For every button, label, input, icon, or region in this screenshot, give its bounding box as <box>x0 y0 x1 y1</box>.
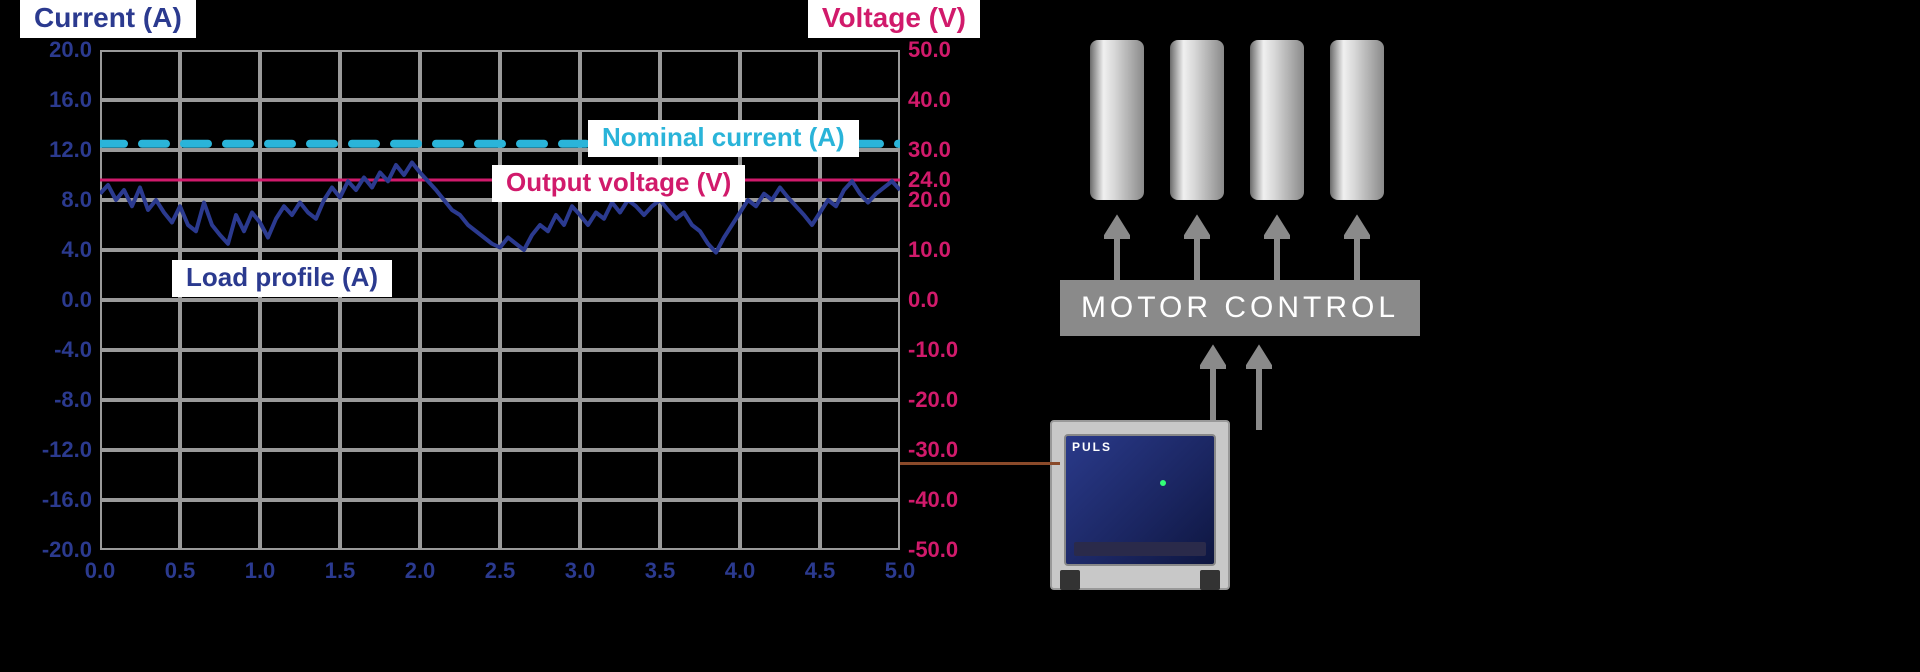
power-supply-unit: PULS <box>1050 420 1230 590</box>
x-tick-label: 1.0 <box>245 558 276 584</box>
chart-to-psu-link <box>900 462 1060 465</box>
y1-tick-label: 4.0 <box>61 237 92 263</box>
x-tick-label: 0.0 <box>85 558 116 584</box>
y1-tick-label: 12.0 <box>49 137 92 163</box>
output-voltage-label: Output voltage (V) <box>492 165 745 202</box>
y1-tick-label: -4.0 <box>54 337 92 363</box>
plot-area: 20.016.012.08.04.00.0-4.0-8.0-12.0-16.0-… <box>100 50 900 550</box>
y2-tick-label: 10.0 <box>908 237 951 263</box>
y1-tick-label: -8.0 <box>54 387 92 413</box>
motor-control-box: MOTOR CONTROL <box>1060 280 1420 336</box>
actuator-cylinder <box>1250 40 1304 200</box>
arrow-up-icon <box>1264 210 1290 280</box>
y2-tick-label: 40.0 <box>908 87 951 113</box>
arrow-up-icon <box>1246 340 1272 430</box>
y1-tick-label: 20.0 <box>49 37 92 63</box>
psu-brand-label: PULS <box>1072 440 1112 454</box>
y1-axis-title: Current (A) <box>20 0 196 38</box>
x-tick-label: 2.0 <box>405 558 436 584</box>
system-diagram: MOTOR CONTROL PULS <box>1010 40 1510 660</box>
y2-tick-label: -40.0 <box>908 487 958 513</box>
y2-axis-title: Voltage (V) <box>808 0 980 38</box>
actuator-cylinder <box>1330 40 1384 200</box>
arrow-up-icon <box>1344 210 1370 280</box>
y2-tick-label: -20.0 <box>908 387 958 413</box>
y2-tick-label: -10.0 <box>908 337 958 363</box>
chart: Current (A) Voltage (V) 20.016.012.08.04… <box>20 0 980 610</box>
y1-tick-label: -12.0 <box>42 437 92 463</box>
y1-tick-label: 16.0 <box>49 87 92 113</box>
actuator-cylinder <box>1090 40 1144 200</box>
x-tick-label: 5.0 <box>885 558 916 584</box>
x-tick-label: 3.0 <box>565 558 596 584</box>
y1-tick-label: 0.0 <box>61 287 92 313</box>
nominal-current-label: Nominal current (A) <box>588 120 859 157</box>
y2-tick-label: 50.0 <box>908 37 951 63</box>
y2-tick-label: 20.0 <box>908 187 951 213</box>
y1-tick-label: 8.0 <box>61 187 92 213</box>
y2-tick-label: 30.0 <box>908 137 951 163</box>
actuator-cylinder <box>1170 40 1224 200</box>
x-tick-label: 4.5 <box>805 558 836 584</box>
arrow-up-icon <box>1104 210 1130 280</box>
arrow-up-icon <box>1200 340 1226 430</box>
y1-tick-label: -16.0 <box>42 487 92 513</box>
x-tick-label: 4.0 <box>725 558 756 584</box>
x-tick-label: 0.5 <box>165 558 196 584</box>
y2-tick-label: -30.0 <box>908 437 958 463</box>
x-tick-label: 3.5 <box>645 558 676 584</box>
y2-tick-label: 0.0 <box>908 287 939 313</box>
load-profile-label: Load profile (A) <box>172 260 392 297</box>
x-tick-label: 2.5 <box>485 558 516 584</box>
arrow-up-icon <box>1184 210 1210 280</box>
y2-tick-label: -50.0 <box>908 537 958 563</box>
status-led-icon <box>1160 480 1166 486</box>
x-tick-label: 1.5 <box>325 558 356 584</box>
